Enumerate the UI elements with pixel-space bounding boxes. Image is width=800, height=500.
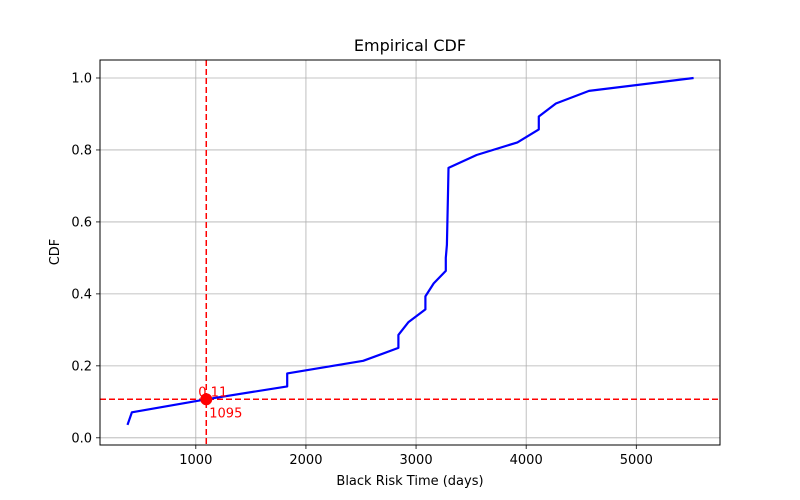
grid <box>100 60 720 445</box>
x-tick-label: 5000 <box>620 453 653 468</box>
annotation-y-value: 0.11 <box>198 385 227 400</box>
x-tick-label: 1000 <box>179 453 212 468</box>
x-tick-label: 4000 <box>510 453 543 468</box>
highlight-point <box>200 393 213 406</box>
y-tick-label: 0.8 <box>71 143 92 158</box>
y-tick-label: 1.0 <box>71 71 92 86</box>
x-tick-label: 3000 <box>400 453 433 468</box>
chart-title: Empirical CDF <box>354 36 466 55</box>
cdf-line <box>126 76 694 426</box>
y-tick-label: 0.4 <box>71 287 92 302</box>
plot-frame <box>99 59 721 446</box>
y-axis-label: CDF <box>48 239 63 266</box>
x-tick-label: 2000 <box>289 453 322 468</box>
y-tick-label: 0.2 <box>71 359 92 374</box>
series <box>126 76 694 426</box>
ticks: 1000 2000 3000 4000 5000 0.0 0.2 0.4 0.6 0.8 1.0 <box>71 71 653 468</box>
x-axis-label: Black Risk Time (days) <box>336 474 483 489</box>
annotation-x-value: 1095 <box>209 406 242 421</box>
annotations: 0.11 1095 <box>198 385 242 421</box>
y-tick-label: 0.6 <box>71 215 92 230</box>
y-tick-label: 0.0 <box>71 431 92 446</box>
